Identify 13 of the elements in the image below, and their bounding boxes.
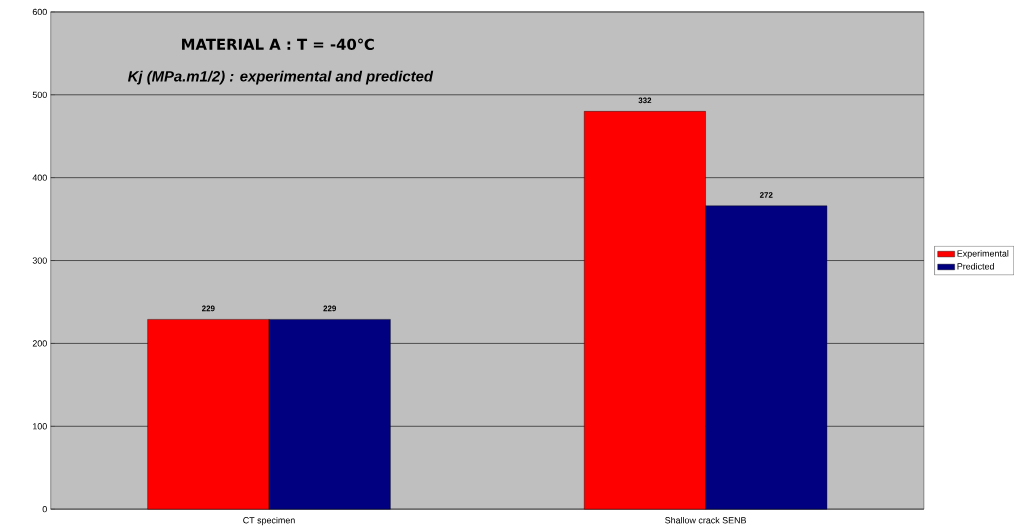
y-tick-label: 300 bbox=[32, 257, 47, 264]
y-tick-label: 0 bbox=[42, 506, 47, 513]
y-tick-label: 100 bbox=[33, 423, 47, 430]
y-tick-label: 600 bbox=[32, 9, 47, 16]
x-tick-label: Shallow crack SENB bbox=[665, 517, 746, 524]
y-tick-label: 200 bbox=[32, 340, 47, 347]
text: Kj (MPa.m1/2) : experimental and predicted bbox=[127, 70, 434, 85]
legend-label: Experimental bbox=[957, 250, 1009, 259]
x-tick-label: CT specimen bbox=[243, 517, 295, 526]
y-tick-label: 400 bbox=[32, 174, 47, 182]
legend-label: Predicted bbox=[957, 263, 994, 270]
text: MATERIAL A : T = -40℃ bbox=[182, 38, 374, 51]
y-tick-label: 500 bbox=[32, 91, 47, 99]
